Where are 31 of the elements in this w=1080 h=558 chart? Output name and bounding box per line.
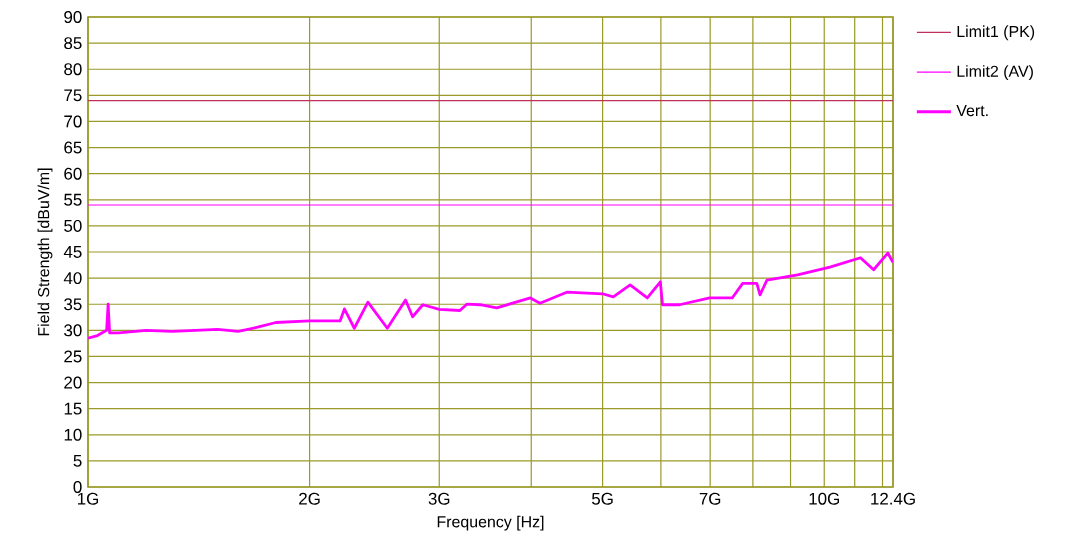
- y-tick-label: 15: [64, 402, 82, 415]
- x-tick-label: 3G: [428, 492, 450, 505]
- y-tick-label: 85: [64, 37, 82, 50]
- x-tick-label: 10G: [809, 492, 839, 505]
- x-tick-label: 12.4G: [871, 492, 915, 505]
- y-tick-label: 90: [64, 11, 82, 23]
- legend-label: Vert.: [956, 105, 988, 117]
- x-tick-label: 2G: [299, 492, 320, 505]
- x-tick-label: 1G: [77, 492, 99, 505]
- y-tick-label: 70: [64, 115, 82, 128]
- y-axis-title: Field Strength [dBuV/m]: [37, 168, 53, 336]
- x-axis-title: Frequency [Hz]: [437, 515, 544, 531]
- y-tick-label: 65: [64, 141, 82, 154]
- y-tick-label: 50: [64, 219, 82, 232]
- y-tick-label: 25: [64, 350, 82, 363]
- y-tick-label: 55: [64, 193, 82, 206]
- y-tick-label: 30: [64, 324, 82, 337]
- y-tick-label: 60: [64, 167, 82, 180]
- x-tick-label: 5G: [591, 492, 613, 505]
- y-tick-label: 0: [73, 481, 82, 493]
- legend-label: Limit2 (AV): [957, 65, 1033, 81]
- legend-label: Limit1 (PK): [957, 25, 1035, 41]
- y-tick-label: 5: [73, 454, 82, 467]
- y-tick-label: 80: [64, 63, 82, 76]
- y-tick-label: 45: [63, 246, 82, 258]
- x-tick-label: 7G: [699, 492, 721, 505]
- y-tick-label: 35: [64, 298, 82, 311]
- y-tick-label: 75: [64, 89, 82, 102]
- y-tick-label: 10: [64, 428, 82, 441]
- y-tick-label: 40: [63, 272, 82, 285]
- y-tick-label: 20: [64, 376, 82, 389]
